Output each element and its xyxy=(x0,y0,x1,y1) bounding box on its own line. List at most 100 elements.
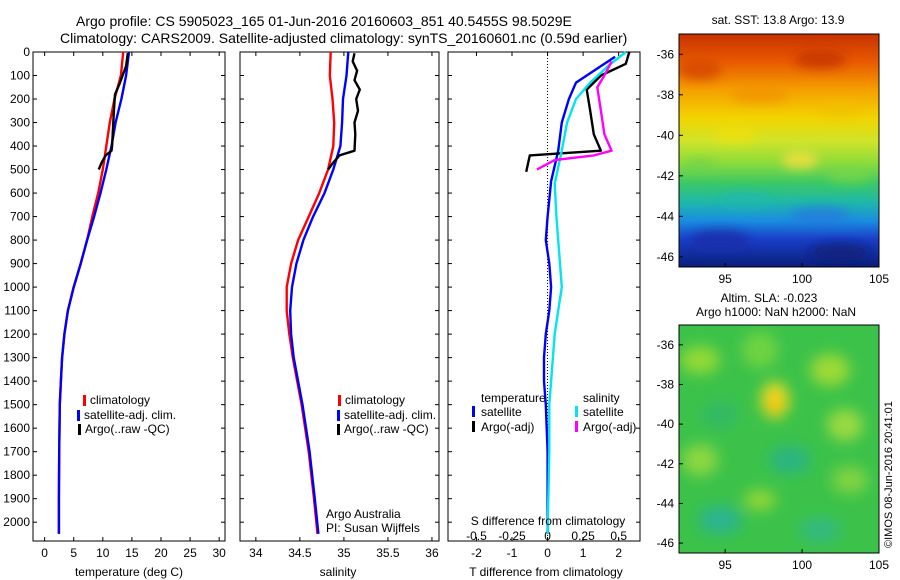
depth-tick-label: 600 xyxy=(10,186,30,200)
sst-map-panel: sat. SST: 13.8 Argo: 13.9 95 100 105 -36 -38… xyxy=(657,13,890,286)
salinity-legend-climatology: climatology xyxy=(345,393,405,407)
temperature-x-axis: 0 5 10 15 20 25 30 xyxy=(41,52,226,560)
x-tick-label: 34.5 xyxy=(288,546,312,560)
sst-map-axes: 95 100 105 -36 -38 -40 -42 -44 -46 xyxy=(657,47,890,286)
map-y-tick-label: -40 xyxy=(657,417,675,431)
legend-t-argo: Argo(-adj) xyxy=(481,420,534,434)
depth-tick-label: 0 xyxy=(23,45,30,59)
x-tick-label: 20 xyxy=(154,546,168,560)
salinity-xlabel: salinity xyxy=(320,565,357,579)
salinity-legend-argo: Argo(..raw -QC) xyxy=(344,422,429,436)
s-diff-tick-label: -0.5 xyxy=(466,529,487,543)
temperature-legend: climatology satellite-adj. clim. Argo(..… xyxy=(77,393,176,436)
x-tick-label: 34 xyxy=(249,546,263,560)
map-y-tick-label: -46 xyxy=(657,250,675,264)
series-line-argo-adj xyxy=(536,60,613,171)
depth-axis: 0 100 200 300 400 500 600 700 800 900 1000 1100 1200… xyxy=(3,45,225,529)
difference-legend: temperature salinity satellite Argo(-adj… xyxy=(472,391,636,434)
series-line-argo-raw-qc xyxy=(97,53,129,170)
map-y-tick-label: -36 xyxy=(657,338,675,352)
map-y-tick-label: -42 xyxy=(657,457,675,471)
map-x-tick-label: 105 xyxy=(869,558,889,572)
map-x-tick-label: 95 xyxy=(718,272,732,286)
map-x-tick-label: 100 xyxy=(792,272,812,286)
sla-map-title-2: Argo h1000: NaN h2000: NaN xyxy=(696,305,856,319)
depth-tick-label: 1900 xyxy=(3,492,30,506)
x-tick-label: 0 xyxy=(544,546,551,560)
map-y-tick-label: -36 xyxy=(657,47,675,61)
depth-tick-label: 200 xyxy=(10,92,30,106)
s-diff-tick-label: 0 xyxy=(544,529,551,543)
depth-tick-label: 1500 xyxy=(3,398,30,412)
depth-tick-label: 100 xyxy=(10,69,30,83)
credit-line-2: PI: Susan Wijffels xyxy=(326,521,420,535)
salinity-legend-satellite: satellite-adj. clim. xyxy=(344,408,436,422)
depth-tick-label: 1100 xyxy=(4,304,30,318)
t-difference-x-axis: -2 -1 0 1 2 xyxy=(471,52,622,560)
s-difference-scale: -0.5 -0.25 0 0.25 0.5 xyxy=(466,529,627,543)
series-line-satellite-adj-clim xyxy=(289,51,350,535)
map-y-tick-label: -38 xyxy=(657,88,675,102)
legend-s-satellite: satellite xyxy=(583,405,624,419)
temperature-legend-argo: Argo(..raw -QC) xyxy=(85,422,170,436)
series-line-argo-raw-qc xyxy=(327,52,361,171)
salinity-axes-frame xyxy=(239,51,440,542)
map-y-tick-label: -40 xyxy=(657,128,675,142)
sla-map-title-1: Altim. SLA: -0.023 xyxy=(721,291,818,305)
depth-tick-label: 1600 xyxy=(3,421,30,435)
t-difference-xlabel: T difference from climatology xyxy=(469,565,623,579)
temperature-xlabel: temperature (deg C) xyxy=(75,565,183,579)
salinity-series xyxy=(285,51,361,535)
salinity-panel: 34 34.5 35 35.5 36 salinity climatology sate… xyxy=(239,51,440,579)
x-tick-label: 1 xyxy=(580,546,587,560)
salinity-depth-ticks xyxy=(240,51,439,523)
x-tick-label: 25 xyxy=(183,546,197,560)
temperature-legend-satellite: satellite-adj. clim. xyxy=(84,408,176,422)
legend-s-argo: Argo(-adj) xyxy=(583,420,636,434)
sst-texture xyxy=(679,51,872,261)
header-line-1: Argo profile: CS 5905023_165 01-Jun-2016… xyxy=(76,13,572,29)
depth-tick-label: 1700 xyxy=(3,445,30,459)
legend-header-temperature: temperature xyxy=(481,391,546,405)
x-tick-label: -1 xyxy=(507,546,518,560)
depth-tick-label: 1400 xyxy=(3,374,30,388)
depth-tick-label: 2000 xyxy=(3,515,30,529)
imos-timestamp: ©IMOS 08-Jun-2016 20:41:01 xyxy=(883,401,895,548)
depth-tick-label: 1300 xyxy=(3,351,30,365)
legend-header-salinity: salinity xyxy=(583,391,620,405)
salinity-x-axis: 34 34.5 35 35.5 36 xyxy=(249,52,439,560)
x-tick-label: 35 xyxy=(337,546,351,560)
difference-axes-frame xyxy=(447,51,641,542)
s-diff-tick-label: 0.25 xyxy=(571,529,595,543)
map-y-tick-label: -46 xyxy=(657,536,675,550)
x-tick-label: 0 xyxy=(41,546,48,560)
map-y-tick-label: -44 xyxy=(657,209,675,223)
depth-tick-label: 1800 xyxy=(3,468,30,482)
series-line-satellite xyxy=(546,51,627,534)
map-x-tick-label: 105 xyxy=(869,272,889,286)
x-tick-label: 35.5 xyxy=(376,546,400,560)
depth-tick-label: 1200 xyxy=(3,327,30,341)
x-tick-label: -2 xyxy=(471,546,482,560)
depth-tick-label: 500 xyxy=(10,163,30,177)
sla-map-frame xyxy=(678,324,880,554)
depth-tick-label: 400 xyxy=(10,139,30,153)
legend-t-satellite: satellite xyxy=(481,405,522,419)
temperature-series xyxy=(57,51,131,534)
depth-tick-label: 800 xyxy=(10,233,30,247)
series-line-argo-adj xyxy=(525,51,631,173)
map-x-tick-label: 100 xyxy=(792,558,812,572)
temperature-legend-climatology: climatology xyxy=(90,393,150,407)
map-y-tick-label: -42 xyxy=(657,169,675,183)
map-x-tick-label: 95 xyxy=(718,558,732,572)
difference-panel: -2 -1 0 1 2 -0.5 -0.25 0 0.25 0.5 S difference f… xyxy=(447,51,641,579)
series-line-satellite xyxy=(542,55,616,534)
x-tick-label: 15 xyxy=(125,546,139,560)
temperature-axes-frame xyxy=(32,51,226,542)
depth-tick-label: 1000 xyxy=(3,280,30,294)
sla-map-panel: Altim. SLA: -0.023 Argo h1000: NaN h2000… xyxy=(657,291,890,572)
sst-map-frame xyxy=(678,33,880,268)
s-diff-tick-label: -0.25 xyxy=(498,529,526,543)
s-diff-tick-label: 0.5 xyxy=(610,529,627,543)
